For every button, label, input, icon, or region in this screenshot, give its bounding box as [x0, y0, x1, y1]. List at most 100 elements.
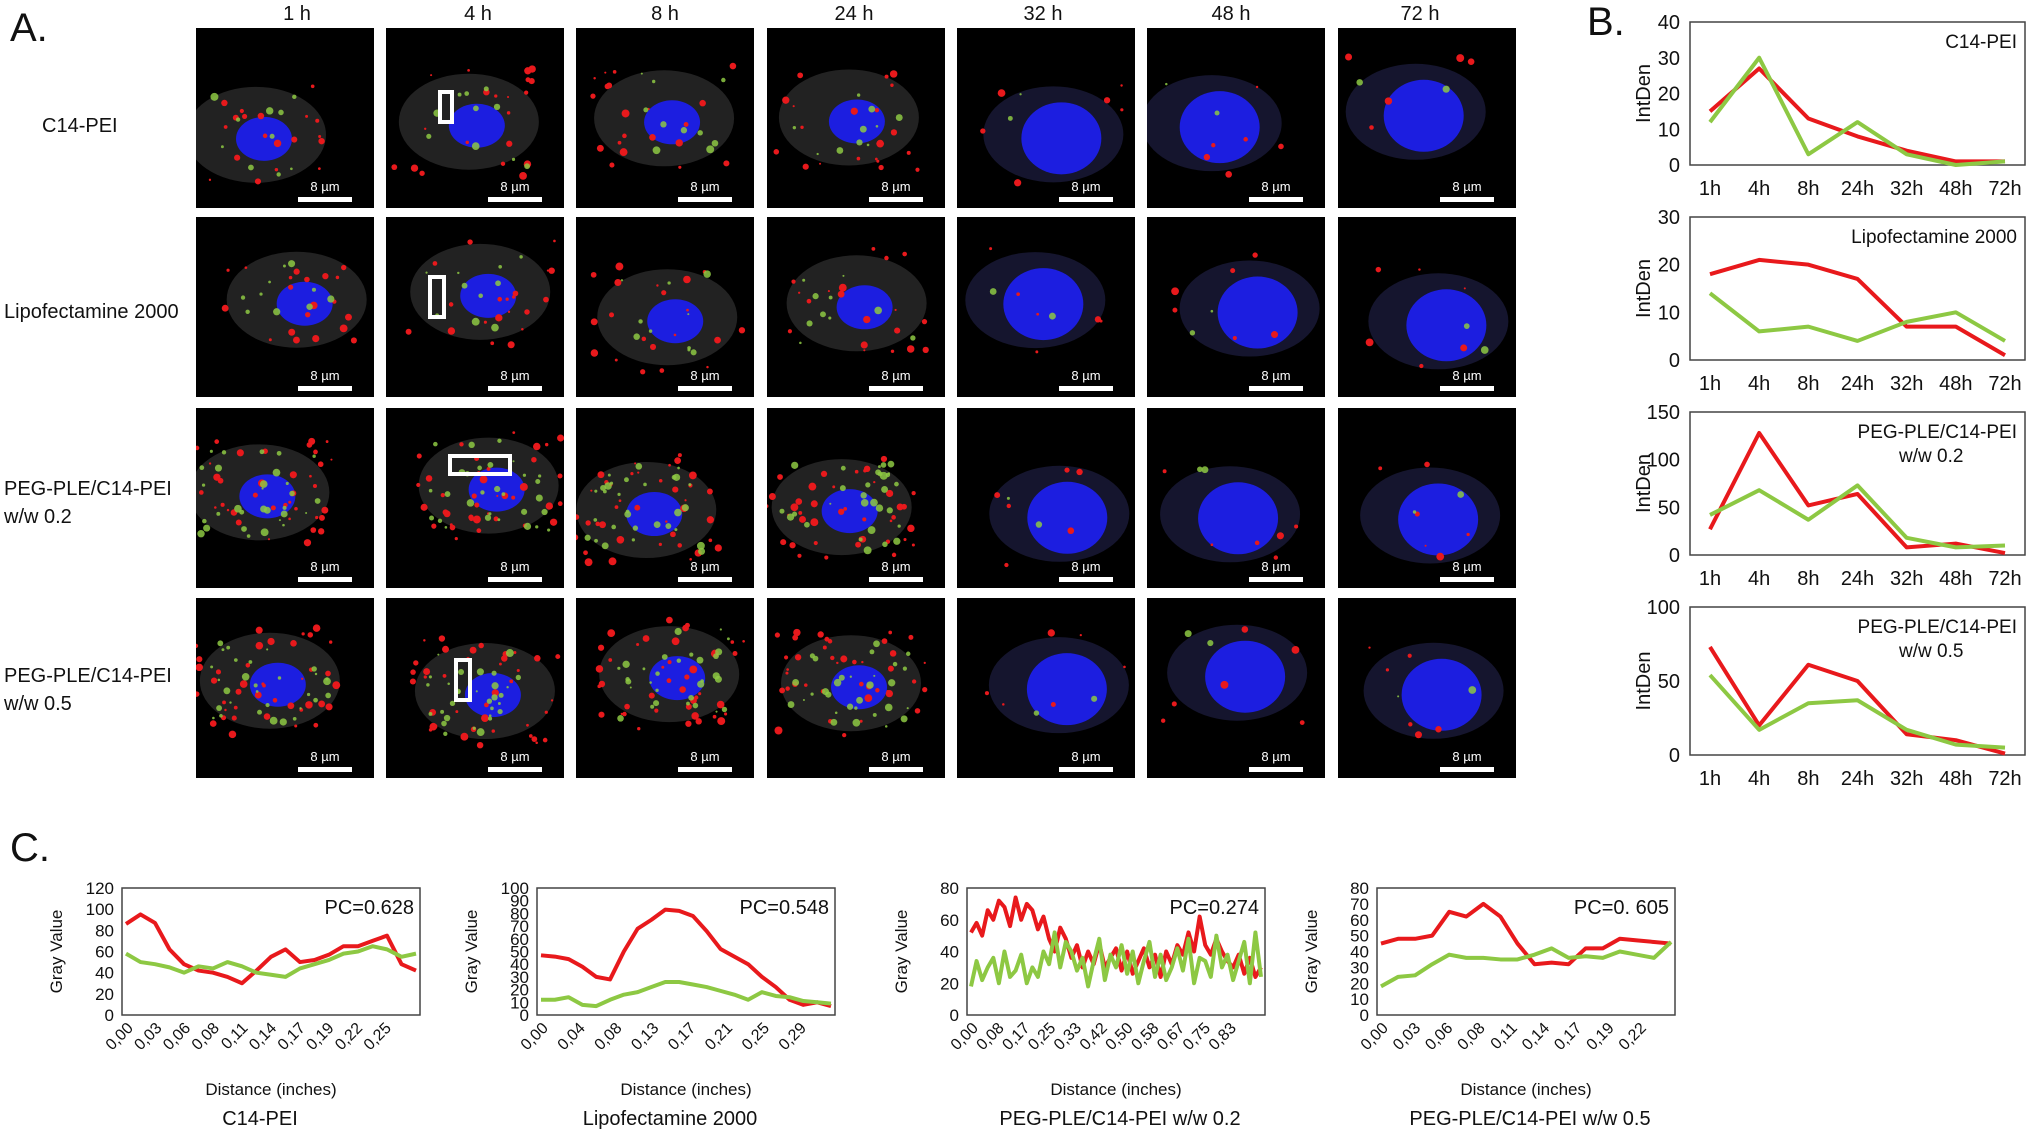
- green-punctum: [265, 107, 274, 115]
- red-punctum: [855, 541, 862, 548]
- green-punctum: [491, 323, 499, 332]
- y-tick-label: 80: [95, 921, 114, 940]
- green-punctum: [867, 526, 876, 535]
- red-punctum: [685, 720, 692, 727]
- red-punctum: [234, 154, 241, 161]
- red-punctum: [512, 431, 516, 435]
- nucleus: [1398, 483, 1479, 556]
- green-punctum: [282, 523, 285, 527]
- red-punctum: [531, 736, 538, 742]
- red-punctum: [479, 475, 488, 484]
- red-punctum: [671, 637, 680, 646]
- y-tick-label: 0: [105, 1006, 114, 1025]
- red-punctum: [209, 720, 217, 727]
- red-punctum: [590, 349, 599, 357]
- green-punctum: [690, 349, 697, 356]
- red-punctum: [507, 310, 511, 313]
- red-punctum: [804, 683, 808, 687]
- red-punctum: [672, 486, 679, 493]
- red-punctum: [724, 712, 728, 716]
- green-punctum: [246, 534, 251, 538]
- scale-bar: [869, 577, 923, 582]
- red-punctum: [1232, 335, 1237, 341]
- red-punctum: [469, 646, 477, 654]
- red-punctum: [471, 493, 477, 499]
- red-punctum: [906, 345, 915, 353]
- red-punctum: [1047, 629, 1055, 637]
- red-punctum: [678, 165, 682, 169]
- green-punctum: [1397, 695, 1400, 698]
- chart-title: PEG-PLE/C14-PEI: [1858, 422, 2017, 443]
- scale-bar: [1249, 386, 1303, 391]
- red-punctum: [774, 632, 781, 638]
- green-punctum: [285, 481, 289, 485]
- green-punctum: [611, 524, 617, 530]
- green-punctum: [457, 92, 462, 97]
- x-tick-label: 0,14: [246, 1020, 280, 1054]
- green-punctum: [488, 512, 492, 516]
- red-punctum: [590, 271, 597, 278]
- red-punctum: [215, 669, 222, 675]
- x-tick-label: 24h: [1841, 768, 1874, 790]
- green-punctum: [687, 313, 690, 316]
- red-punctum: [255, 626, 263, 634]
- red-punctum: [708, 538, 713, 543]
- red-punctum: [312, 483, 317, 489]
- green-punctum: [276, 450, 282, 456]
- micrograph-tile: 8 µm: [1147, 598, 1325, 778]
- micrograph-tile: 8 µm: [1338, 408, 1516, 588]
- y-tick-label: 50: [1658, 671, 1680, 693]
- red-punctum: [486, 466, 491, 471]
- panel-label-c: C.: [10, 826, 50, 870]
- red-punctum: [555, 654, 561, 660]
- red-punctum: [782, 96, 790, 104]
- scale-bar-label: 8 µm: [1071, 559, 1101, 574]
- red-punctum: [842, 733, 847, 738]
- red-punctum: [332, 681, 341, 690]
- green-punctum: [428, 675, 432, 679]
- green-punctum: [426, 133, 432, 139]
- red-punctum: [429, 722, 438, 731]
- red-punctum: [915, 167, 920, 172]
- y-tick-label: 50: [510, 943, 529, 962]
- red-punctum: [1294, 524, 1299, 529]
- red-punctum: [894, 308, 897, 312]
- y-axis-label: IntDen: [1633, 64, 1655, 123]
- micrograph-tile: 8 µm: [576, 598, 754, 778]
- green-punctum: [836, 147, 844, 154]
- green-punctum: [816, 152, 819, 156]
- green-punctum: [491, 670, 497, 676]
- red-punctum: [222, 700, 226, 705]
- green-punctum: [1007, 115, 1013, 121]
- green-punctum: [203, 524, 211, 532]
- x-tick-label: 0,22: [332, 1020, 366, 1054]
- green-punctum: [649, 681, 652, 684]
- green-punctum: [635, 463, 643, 470]
- red-punctum: [500, 161, 506, 166]
- green-punctum: [674, 528, 678, 532]
- y-tick-label: 60: [95, 943, 114, 962]
- green-punctum: [223, 687, 231, 695]
- red-punctum: [491, 729, 496, 733]
- red-punctum: [196, 445, 200, 451]
- micrograph-tile: 8 µm: [1338, 28, 1516, 208]
- x-tick-label: 4h: [1748, 373, 1770, 395]
- nucleus: [828, 99, 885, 144]
- green-punctum: [674, 508, 682, 517]
- red-punctum: [576, 534, 579, 541]
- green-series-line: [1709, 483, 2006, 550]
- x-tick-label: 1h: [1699, 768, 1721, 790]
- red-punctum: [273, 139, 282, 148]
- green-punctum: [674, 627, 682, 636]
- y-tick-label: 120: [86, 879, 114, 898]
- nucleus: [649, 656, 706, 701]
- red-punctum: [1067, 527, 1075, 535]
- green-punctum: [866, 681, 874, 689]
- x-tick-label: 0,08: [189, 1020, 223, 1054]
- red-punctum: [636, 642, 640, 646]
- red-punctum: [413, 660, 419, 666]
- nucleus: [1217, 276, 1298, 349]
- pearson-coefficient: PC=0.548: [739, 897, 829, 919]
- x-tick-label: 4h: [1748, 768, 1770, 790]
- nucleus: [1003, 268, 1084, 341]
